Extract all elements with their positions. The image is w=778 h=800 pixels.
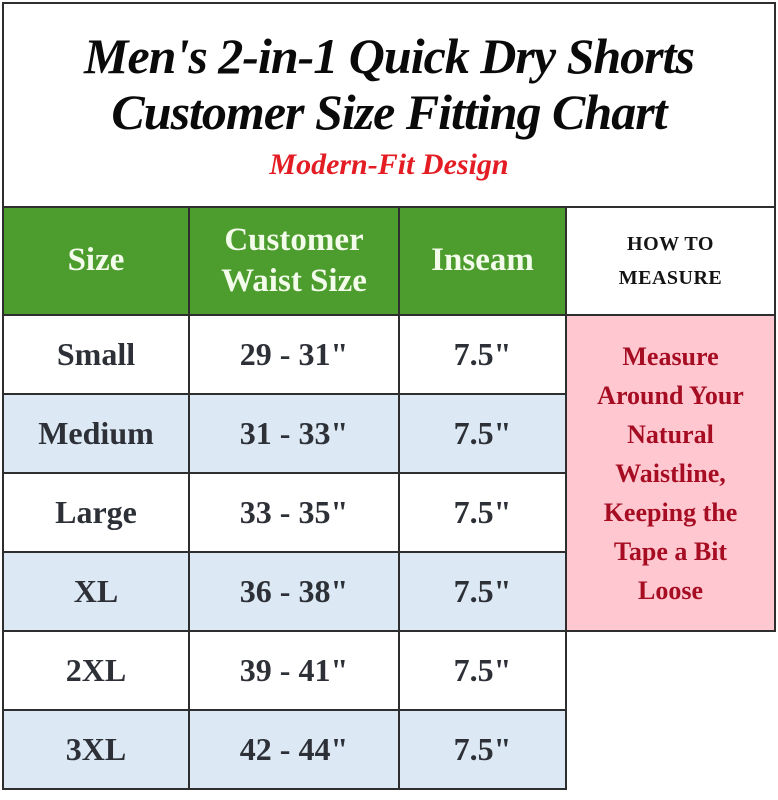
cell-size: Large — [2, 472, 190, 553]
cell-waist: 29 - 31" — [188, 314, 400, 395]
column-header-how-to-measure: HOW TO MEASURE — [565, 206, 776, 316]
cell-size: Small — [2, 314, 190, 395]
cell-inseam: 7.5" — [398, 551, 567, 632]
column-header-waist: Customer Waist Size — [188, 206, 400, 316]
cell-waist: 36 - 38" — [188, 551, 400, 632]
cell-inseam: 7.5" — [398, 314, 567, 395]
cell-size: XL — [2, 551, 190, 632]
cell-waist: 31 - 33" — [188, 393, 400, 474]
cell-size: Medium — [2, 393, 190, 474]
cell-waist: 33 - 35" — [188, 472, 400, 553]
table-row: 2XL 39 - 41" 7.5" — [2, 630, 775, 789]
page-title-line2: Customer Size Fitting Chart — [111, 84, 667, 140]
page-title-line1: Men's 2-in-1 Quick Dry Shorts — [84, 28, 695, 84]
header-row: Size Customer Waist Size Inseam HOW TO M… — [2, 206, 776, 316]
cell-inseam: 7.5" — [398, 630, 567, 711]
column-header-inseam: Inseam — [398, 206, 567, 316]
title-block: Men's 2-in-1 Quick Dry Shorts Customer S… — [2, 2, 776, 208]
page-subtitle: Modern-Fit Design — [269, 148, 509, 181]
cell-size: 2XL — [2, 630, 190, 711]
empty-corner-cell — [566, 631, 775, 789]
title-row: Men's 2-in-1 Quick Dry Shorts Customer S… — [2, 2, 776, 208]
cell-waist: 42 - 44" — [188, 709, 400, 790]
cell-inseam: 7.5" — [398, 709, 567, 790]
table-row: Small 29 - 31" 7.5" Measure Around Your Nat… — [2, 314, 776, 632]
size-fitting-table: Men's 2-in-1 Quick Dry Shorts Customer S… — [2, 2, 776, 790]
table-row: XL 36 - 38" 7.5" — [2, 551, 775, 632]
cell-inseam: 7.5" — [398, 472, 567, 553]
measure-note-cell: Measure Around Your Natural Waistline, K… — [565, 314, 776, 632]
column-header-size: Size — [2, 206, 190, 316]
size-table-body: Small 29 - 31" 7.5" Measure Around Your Nat… — [2, 314, 776, 790]
table-row: Large 33 - 35" 7.5" — [2, 472, 775, 553]
table-row: 3XL 42 - 44" 7.5" — [2, 709, 775, 790]
cell-waist: 39 - 41" — [188, 630, 400, 711]
cell-size: 3XL — [2, 709, 190, 790]
table-row: Medium 31 - 33" 7.5" — [2, 393, 775, 474]
cell-inseam: 7.5" — [398, 393, 567, 474]
